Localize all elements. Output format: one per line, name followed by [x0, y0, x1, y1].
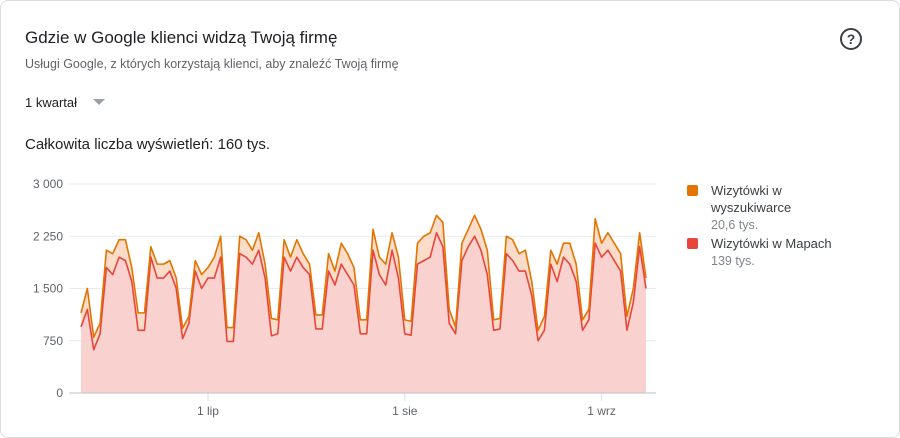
legend-name: Wizytówki w wyszukiwarce — [710, 183, 791, 215]
legend-name-line: Wizytówki w — [711, 183, 782, 198]
total-views: Całkowita liczba wyświetleń: 160 tys. — [25, 136, 270, 153]
x-tick-label: 1 lip — [197, 404, 219, 418]
y-tick-label: 1 500 — [33, 282, 63, 296]
line — [80, 231, 647, 351]
x-tick-label: 1 sie — [392, 404, 418, 418]
legend-swatch — [687, 185, 698, 196]
help-icon[interactable]: ? — [840, 28, 862, 50]
legend-name: Wizytówki w Mapach — [711, 236, 832, 251]
legend-total: 20,6 tys. — [711, 218, 758, 232]
legend-name-line: wyszukiwarce — [710, 200, 791, 215]
help-glyph[interactable]: ? — [847, 31, 856, 47]
title: Gdzie w Google klienci widzą Twoją firmę — [25, 28, 337, 47]
period-label[interactable]: 1 kwartał — [25, 95, 77, 110]
help-circle[interactable] — [840, 28, 862, 50]
y-tick-label: 0 — [56, 386, 63, 400]
y-tick-label: 2 250 — [33, 229, 63, 243]
dropdown-arrow[interactable] — [93, 99, 105, 105]
legend-swatch — [687, 238, 698, 249]
x-tick-label: 1 wrz — [587, 404, 616, 418]
legend-total: 139 tys. — [711, 254, 755, 268]
period-dropdown[interactable]: 1 kwartał — [25, 95, 105, 110]
line — [80, 214, 647, 339]
y-tick-label: 3 000 — [33, 177, 63, 191]
y-tick-label: 750 — [43, 334, 63, 348]
subtitle: Usługi Google, z których korzystają klie… — [25, 57, 399, 71]
